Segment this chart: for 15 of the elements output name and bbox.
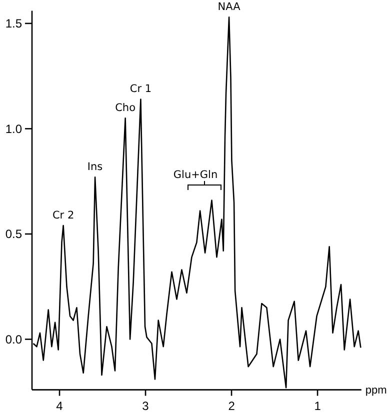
annotation: Glu+Gln [173, 169, 218, 181]
x-tick-label: 3 [142, 398, 150, 413]
annotation: NAA [218, 1, 242, 14]
x-axis-title: ppm [365, 384, 387, 397]
x-tick-label: 2 [228, 398, 236, 413]
y-tick-label: 0.5 [5, 227, 22, 242]
x-tick-label: 4 [56, 398, 64, 413]
annotation: Cr 1 [130, 83, 152, 96]
annotation: Cr 2 [52, 210, 74, 222]
x-tick-label: 1 [314, 398, 322, 413]
annotation: Ins [87, 161, 103, 174]
annotation: Cho [115, 102, 136, 114]
y-tick-label: 1.0 [5, 122, 22, 136]
y-tick-label: 0.0 [5, 332, 22, 346]
y-tick-label: 1.5 [5, 16, 22, 31]
